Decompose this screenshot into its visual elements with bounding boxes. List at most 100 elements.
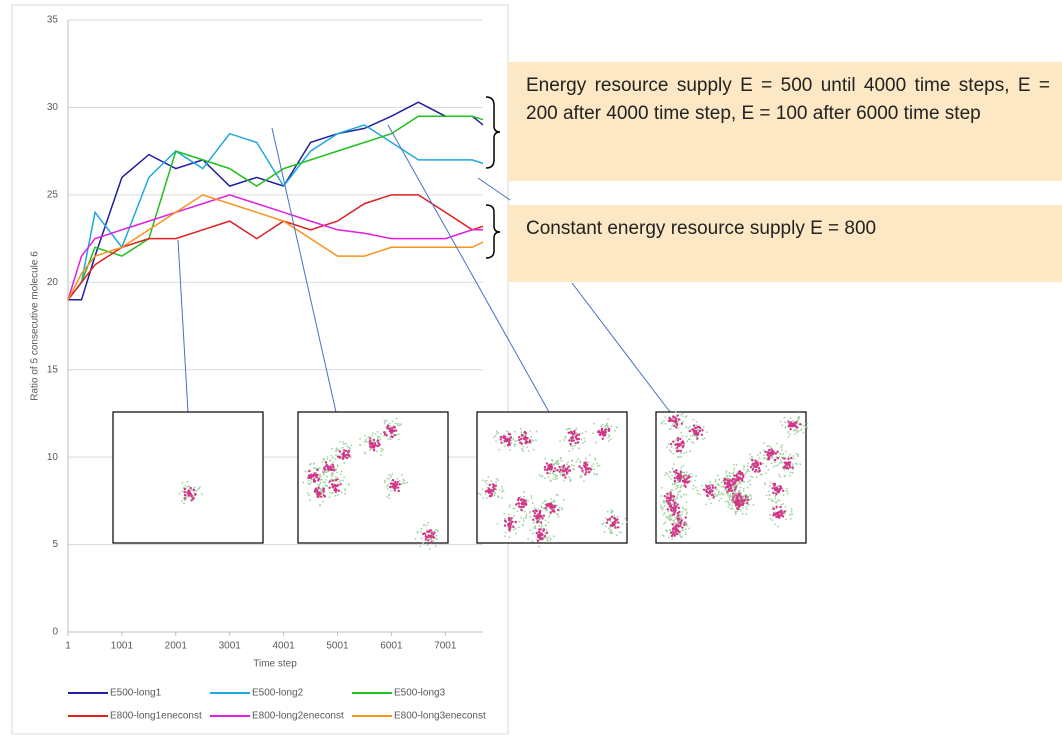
inset-dot	[508, 536, 511, 539]
inset-dot	[600, 427, 604, 430]
inset-dot	[798, 415, 800, 418]
inset-dot	[728, 503, 731, 506]
inset-dot	[594, 457, 596, 460]
inset-dot	[727, 506, 730, 508]
inset-dot	[342, 441, 345, 443]
inset-dot	[604, 428, 608, 431]
inset-dot	[386, 488, 389, 490]
inset-dot	[549, 511, 552, 514]
inset-dot	[726, 483, 729, 486]
inset-dot	[558, 506, 561, 509]
inset-dot	[327, 481, 330, 484]
inset-dot	[660, 506, 662, 509]
inset-dot	[771, 519, 774, 522]
inset-dot	[534, 509, 537, 512]
inset-dot	[531, 502, 534, 504]
inset-dot	[660, 495, 662, 497]
inset-dot	[552, 478, 555, 480]
inset-dot	[548, 472, 551, 475]
inset-dot	[781, 424, 784, 427]
inset-dot	[493, 494, 496, 497]
inset-dot	[789, 453, 791, 456]
inset-dot	[376, 439, 380, 442]
inset-dot	[330, 474, 333, 477]
inset-dot	[573, 468, 575, 471]
inset-dot	[771, 499, 773, 502]
inset-dot	[782, 453, 785, 455]
inset-dot	[757, 459, 760, 462]
inset-dot	[802, 432, 805, 434]
inset-dot	[531, 439, 534, 442]
inset-dot	[784, 450, 787, 453]
inset-dot	[736, 494, 739, 497]
inset-dot	[547, 466, 551, 469]
inset-dot	[778, 456, 781, 458]
inset-dot	[525, 513, 528, 516]
inset-dot	[478, 492, 480, 495]
inset-dot	[663, 522, 665, 525]
inset-dot	[530, 495, 533, 497]
inset-dot	[677, 493, 679, 496]
inset-dot	[800, 429, 803, 431]
inset-dot	[342, 447, 344, 449]
inset-dot	[750, 495, 752, 497]
inset-dot	[556, 513, 558, 515]
inset-dot	[395, 417, 398, 420]
inset-dot	[674, 420, 677, 423]
inset-dot	[591, 465, 593, 468]
inset-dot	[554, 462, 556, 465]
inset-dot	[319, 504, 321, 507]
inset-dot	[183, 487, 186, 491]
inset-dot	[676, 446, 679, 449]
inset-dot	[685, 493, 688, 496]
inset-dot	[400, 483, 403, 486]
inset-dot	[581, 442, 584, 444]
inset-dot	[714, 486, 717, 489]
inset-dot	[735, 475, 739, 478]
inset-dot	[707, 487, 710, 490]
inset-dot	[737, 472, 740, 475]
inset-dot	[749, 465, 753, 469]
inset-dot	[488, 495, 492, 498]
inset-dot	[749, 483, 752, 486]
legend-label: E500-long1	[110, 688, 162, 699]
inset-dot	[543, 535, 546, 538]
inset-dot	[593, 472, 595, 475]
inset-dot	[544, 532, 547, 535]
inset-dot	[788, 475, 791, 477]
inset-dot	[322, 473, 325, 475]
inset-dot	[797, 455, 800, 458]
inset-dot	[527, 538, 529, 540]
inset-dot	[575, 434, 579, 437]
inset-dot	[680, 441, 683, 445]
inset-dot	[596, 465, 599, 468]
inset-dot	[508, 506, 511, 508]
inset-dot	[674, 531, 677, 534]
inset-dot	[514, 430, 516, 433]
inset-dot	[383, 422, 386, 424]
inset-dot	[562, 473, 566, 476]
inset-dot	[610, 438, 612, 441]
inset-dot	[684, 509, 687, 511]
inset-dot	[772, 500, 775, 503]
inset-dot	[685, 435, 688, 438]
inset-dot	[338, 456, 342, 459]
inset-dot	[345, 449, 348, 453]
inset-dot	[577, 458, 580, 461]
inset-dot	[763, 457, 765, 460]
inset-dot	[705, 431, 708, 433]
inset-dot	[556, 475, 558, 478]
inset-dot	[433, 531, 436, 534]
inset-dot	[682, 442, 685, 445]
inset-dot	[506, 430, 508, 433]
inset-dot	[556, 504, 558, 507]
inset-dot	[787, 457, 790, 461]
inset-dot	[681, 440, 685, 443]
inset-dot	[775, 502, 777, 504]
inset-dot	[497, 496, 500, 499]
inset-dot	[389, 422, 391, 425]
inset-dot	[700, 433, 704, 436]
inset-dot	[532, 521, 535, 524]
inset-dot	[363, 451, 366, 453]
inset-dot	[681, 511, 684, 513]
